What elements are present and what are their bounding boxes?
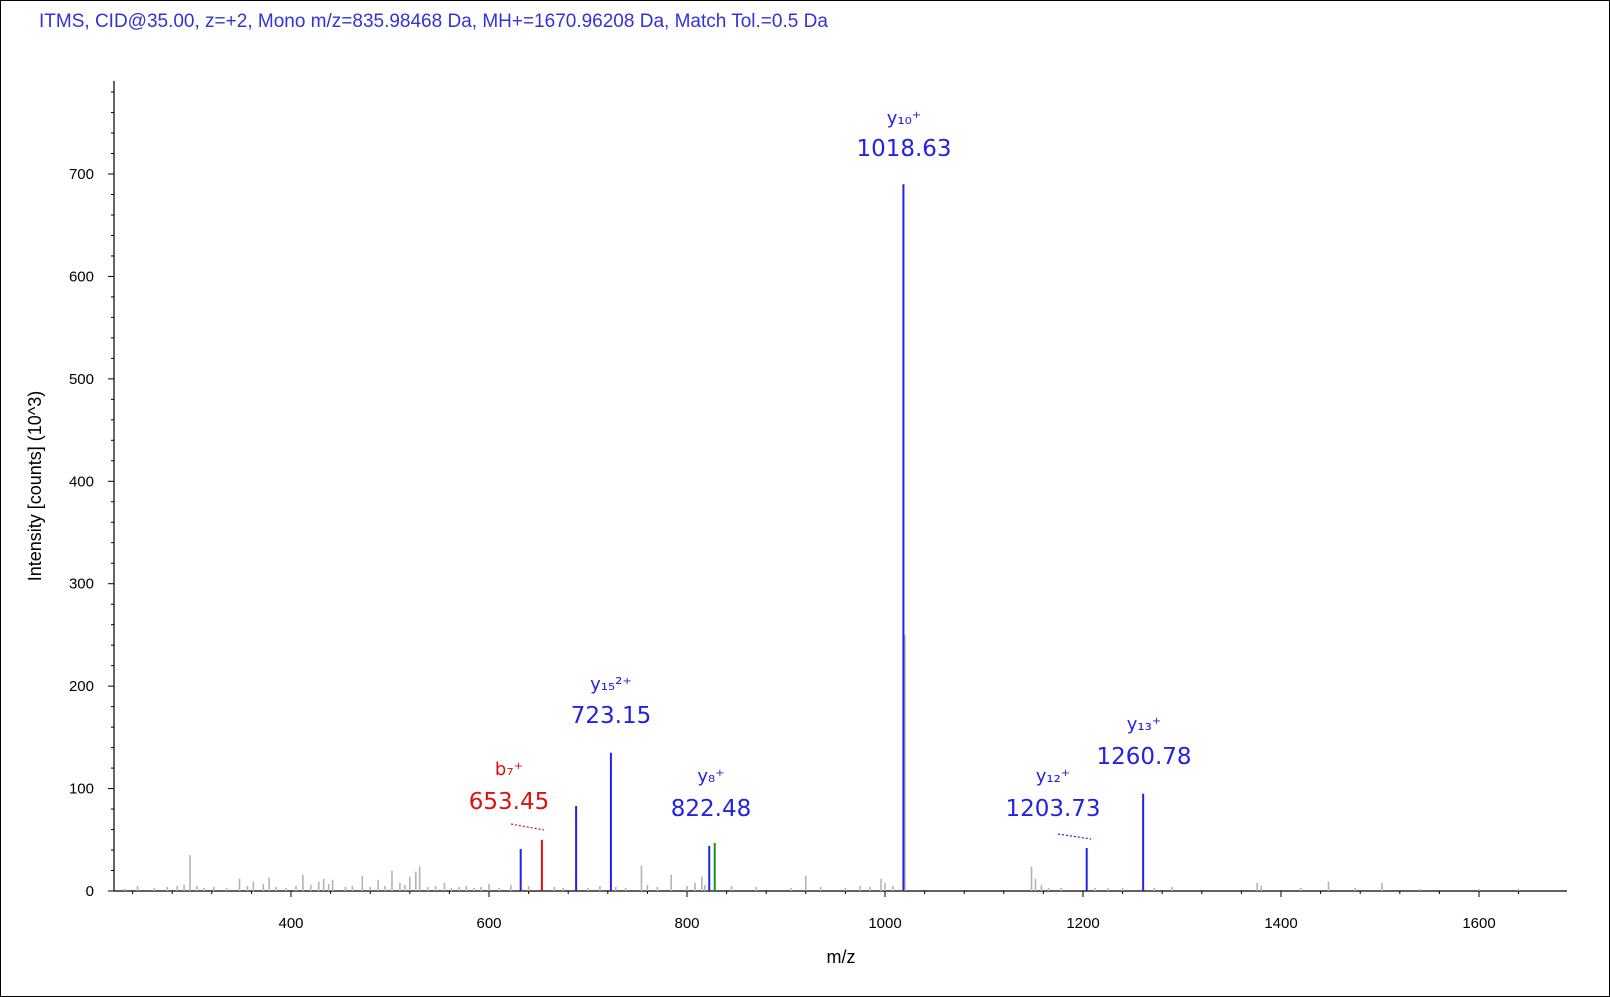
y-tick-label: 300 <box>69 576 94 593</box>
annotation-value-b7: 653.45 <box>469 789 549 815</box>
annotation-label-y8: y₈⁺ <box>697 766 724 787</box>
y-tick-label: 600 <box>69 268 94 285</box>
annotation-label-y10: y₁₀⁺ <box>887 108 922 129</box>
y-tick-label: 500 <box>69 371 94 388</box>
annotation-leader-y12 <box>1057 833 1092 840</box>
annotation-label-y12: y₁₂⁺ <box>1036 766 1071 787</box>
x-tick-label: 1000 <box>868 915 901 932</box>
annotation-label-y13: y₁₃⁺ <box>1127 714 1162 735</box>
annotation-value-y8: 822.48 <box>671 796 751 822</box>
x-tick-label: 1600 <box>1462 915 1495 932</box>
annotation-label-y15: y₁₅²⁺ <box>590 674 632 695</box>
x-tick-label: 600 <box>476 915 501 932</box>
y-tick-label: 700 <box>69 166 94 183</box>
y-tick-label: 400 <box>69 473 94 490</box>
x-tick-label: 1200 <box>1066 915 1099 932</box>
annotation-label-b7: b₇⁺ <box>495 759 523 780</box>
y-tick-label: 0 <box>86 883 94 900</box>
y-axis-title: Intensity [counts] (10^3) <box>25 391 45 582</box>
y-tick-label: 100 <box>69 781 94 798</box>
x-tick-label: 1400 <box>1264 915 1297 932</box>
x-axis-title: m/z <box>827 947 856 967</box>
annotation-value-y10: 1018.63 <box>856 136 951 162</box>
x-tick-label: 800 <box>674 915 699 932</box>
y-tick-label: 200 <box>69 678 94 695</box>
x-tick-label: 400 <box>278 915 303 932</box>
spectrum-header: ITMS, CID@35.00, z=+2, Mono m/z=835.9846… <box>39 11 828 32</box>
annotation-leader-b7 <box>510 823 545 831</box>
annotation-value-y12: 1203.73 <box>1005 796 1100 822</box>
annotation-value-y15: 723.15 <box>571 703 651 729</box>
annotation-value-y13: 1260.78 <box>1096 744 1191 770</box>
